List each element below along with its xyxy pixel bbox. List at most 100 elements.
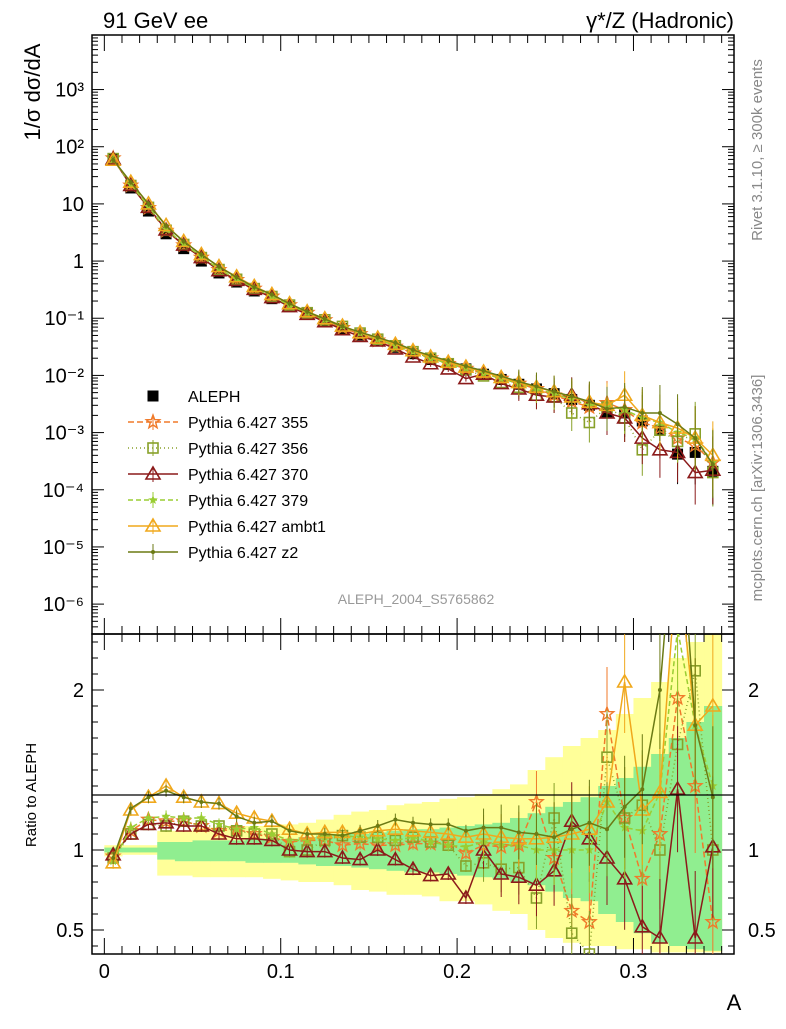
ratio-point-ambt1 [122, 801, 140, 816]
main-point-ambt1 [386, 335, 404, 351]
main-point-ambt1 [422, 348, 440, 363]
ratio-point-p356 [565, 927, 578, 940]
ratio-point-p370 [316, 843, 334, 858]
ratio-point-z2 [657, 688, 662, 692]
ratio-point-p379 [126, 822, 136, 832]
ratio-point-p379 [214, 819, 224, 829]
main-point-ambt1 [192, 245, 210, 261]
main-point-z2 [269, 292, 274, 297]
ratio-point-z2 [164, 788, 169, 793]
legend-label-p370: Pythia 6.427 370 [188, 467, 308, 484]
ratio-point-p370 [439, 865, 457, 880]
ratio-point-ambt1 [704, 697, 722, 712]
ratio-point-z2 [587, 820, 592, 825]
ratio-point-p356 [583, 948, 596, 954]
ratio-y-tick-label-right: 0.5 [748, 920, 776, 942]
ratio-point-z2 [499, 825, 504, 830]
x-tick-label: 0 [99, 961, 110, 983]
ratio-point-ambt1 [651, 783, 669, 799]
ratio-point-ambt1 [616, 673, 634, 688]
ratio-point-ambt1 [386, 820, 404, 835]
main-point-ambt1 [104, 151, 122, 167]
main-point-z2 [358, 330, 363, 335]
ratio-point-z2 [111, 856, 116, 860]
ratio-point-ambt1 [671, 547, 685, 559]
ratio-point-p355 [704, 913, 722, 930]
ratio-point-p379 [231, 824, 242, 834]
ratio-point-p370 [210, 825, 228, 840]
ratio-point-ambt1 [104, 854, 122, 869]
main-point-z2 [252, 285, 257, 290]
ratio-point-z2 [411, 820, 415, 825]
header-right: γ*/Z (Hadronic) [586, 8, 734, 33]
main-point-ambt1 [475, 363, 492, 378]
main-point-ambt1 [157, 216, 175, 232]
ratio-point-p370 [157, 814, 175, 829]
ratio-point-p370 [633, 918, 651, 933]
legend: ALEPH Pythia 6.427 355 Pythia 6.427 356 Pyt… [128, 389, 326, 562]
ratio-point-ambt1 [369, 822, 387, 837]
ratio-point-z2 [269, 819, 274, 824]
ratio-point-p370 [528, 876, 545, 891]
main-point-p370 [457, 370, 475, 385]
main-point-p370 [210, 262, 228, 277]
main-point-z2 [657, 411, 662, 416]
ratio-point-z2 [481, 825, 486, 830]
main-point-ambt1 [122, 173, 140, 188]
main-point-ambt1 [175, 232, 193, 248]
legend-marker-p356 [147, 442, 159, 454]
ratio-point-p370 [175, 817, 193, 832]
ratio-point-p370 [263, 831, 281, 847]
ratio-point-z2 [552, 835, 557, 840]
ratio-point-z2 [534, 832, 539, 836]
ratio-point-p370 [369, 841, 387, 856]
ratio-point-z2 [181, 795, 186, 800]
main-point-z2 [164, 224, 169, 229]
main-point-z2 [710, 462, 715, 467]
ratio-point-p370 [386, 851, 404, 866]
main-point-z2 [534, 384, 539, 389]
ratio-point-p370 [281, 841, 298, 856]
ratio-point-z2 [710, 795, 715, 800]
legend-item-aleph: ALEPH [147, 389, 240, 406]
legend-marker-p370 [144, 465, 162, 480]
ratio-point-z2 [287, 828, 292, 833]
ratio-series-layer [104, 547, 722, 954]
ratio-point-p355 [333, 836, 352, 853]
main-point-z2 [463, 364, 468, 369]
ratio-point-z2 [605, 827, 610, 832]
ratio-point-p379 [390, 835, 401, 845]
ratio-point-p370 [228, 830, 246, 845]
main-point-p370 [351, 327, 369, 343]
ratio-series-z2 [111, 634, 715, 877]
main-y-axis-label: 1/σ dσ/dA [20, 43, 45, 140]
main-point-z2 [216, 264, 221, 269]
main-axis-ticks: 10³ 10² 10 1 10⁻¹ 10⁻² 10⁻³ 10⁻⁴ 10⁻⁵ 10⁻⁶ [43, 34, 734, 635]
ratio-point-z2 [322, 832, 327, 836]
ratio-point-z2 [393, 817, 398, 822]
ratio-point-z2 [516, 830, 521, 835]
ratio-point-p379 [461, 841, 471, 851]
x-tick-label: 0.2 [443, 961, 471, 983]
main-point-z2 [622, 405, 627, 410]
ratio-point-p379 [161, 811, 171, 821]
main-y-tick-label: 10⁻¹ [45, 308, 85, 330]
ratio-y-axis-label: Ratio to ALEPH [23, 743, 40, 847]
ratio-point-z2 [128, 806, 133, 811]
main-point-z2 [375, 335, 380, 340]
band-green-bin [157, 842, 176, 860]
band-green-bin [210, 840, 229, 862]
main-series-z2 [111, 156, 715, 499]
main-y-tick-label: 10⁻⁵ [43, 537, 84, 559]
ratio-point-p379 [143, 813, 154, 822]
ratio-point-p370 [422, 867, 440, 882]
main-point-z2 [393, 340, 398, 345]
main-y-tick-label: 10 [62, 194, 84, 216]
main-point-p370 [386, 340, 404, 355]
ratio-point-p379 [284, 835, 295, 845]
ratio-point-z2 [340, 833, 345, 838]
main-point-z2 [111, 157, 116, 162]
ratio-point-p370 [492, 865, 510, 880]
legend-item-z2: Pythia 6.427 z2 [128, 544, 298, 562]
